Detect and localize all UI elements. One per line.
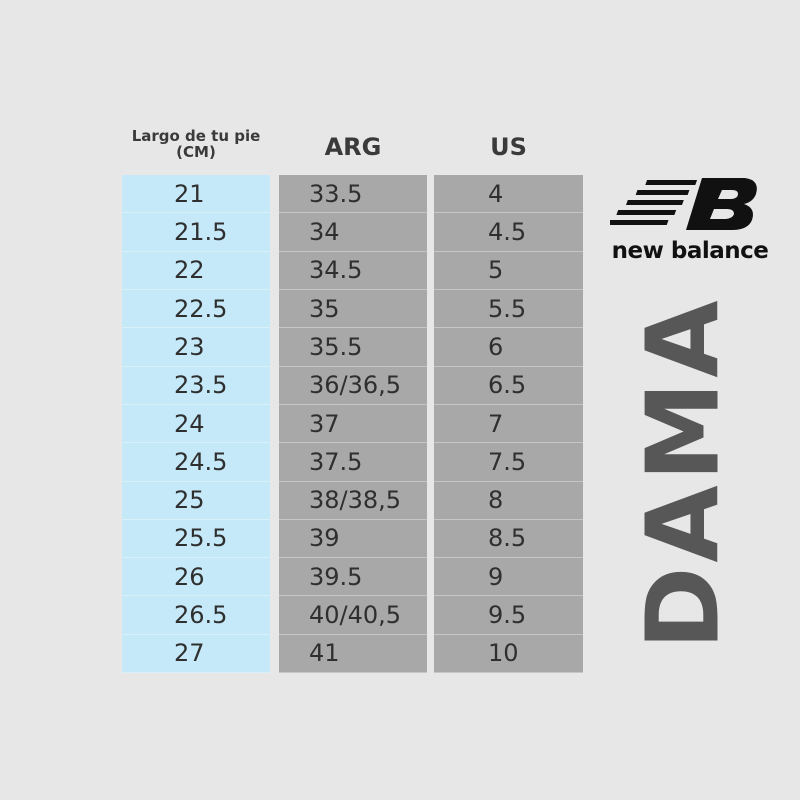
nb-logo-icon — [610, 178, 757, 230]
size-cell-arg: 33.5 — [279, 175, 427, 214]
size-cell-arg: 37.5 — [279, 443, 427, 482]
header-cm: Largo de tu pie (CM) — [131, 127, 261, 161]
size-cell-arg: 37 — [279, 405, 427, 444]
size-cell-cm: 21.5 — [122, 213, 270, 252]
size-cell-cm: 22.5 — [122, 290, 270, 329]
size-cell-cm: 22 — [122, 252, 270, 290]
size-cell-us: 9.5 — [434, 596, 583, 635]
size-cell-arg: 40/40,5 — [279, 596, 427, 635]
size-cell-us: 10 — [434, 635, 583, 674]
size-cell-us: 4 — [434, 175, 583, 214]
size-cell-arg: 39.5 — [279, 558, 427, 597]
size-cell-arg: 41 — [279, 635, 427, 674]
size-cell-us: 4.5 — [434, 213, 583, 252]
size-cell-us: 5.5 — [434, 290, 583, 329]
size-cell-arg: 36/36,5 — [279, 367, 427, 405]
size-cell-us: 8.5 — [434, 520, 583, 559]
cm-column: 21 21.5 22 22.5 23 23.5 24 24.5 25 25.5 26 26.5 27 — [122, 175, 270, 674]
size-cell-cm: 23 — [122, 328, 270, 367]
size-cell-us: 5 — [434, 252, 583, 290]
us-column: 4 4.5 5 5.5 6 6.5 7 7.5 8 8.5 9 9.5 10 — [434, 175, 583, 674]
size-cell-arg: 35.5 — [279, 328, 427, 367]
size-cell-arg: 35 — [279, 290, 427, 329]
size-cell-cm: 27 — [122, 635, 270, 674]
size-cell-cm: 21 — [122, 175, 270, 214]
size-cell-us: 6 — [434, 328, 583, 367]
size-cell-us: 8 — [434, 482, 583, 520]
header-us: US — [490, 133, 527, 161]
size-cell-arg: 34.5 — [279, 252, 427, 290]
size-cell-cm: 23.5 — [122, 367, 270, 405]
size-cell-cm: 24.5 — [122, 443, 270, 482]
size-cell-cm: 24 — [122, 405, 270, 444]
arg-column: 33.5 34 34.5 35 35.5 36/36,5 37 37.5 38/38,5 39 39… — [279, 175, 427, 674]
size-cell-cm: 26 — [122, 558, 270, 597]
size-cell-us: 7.5 — [434, 443, 583, 482]
size-cell-cm: 25.5 — [122, 520, 270, 559]
size-cell-arg: 34 — [279, 213, 427, 252]
brand-name: new balance — [611, 238, 769, 264]
size-cell-cm: 26.5 — [122, 596, 270, 635]
size-cell-us: 9 — [434, 558, 583, 597]
header-arg: ARG — [324, 133, 382, 161]
size-cell-us: 7 — [434, 405, 583, 444]
size-cell-cm: 25 — [122, 482, 270, 520]
size-cell-arg: 39 — [279, 520, 427, 559]
category-label: DAMA — [624, 296, 742, 650]
size-cell-us: 6.5 — [434, 367, 583, 405]
size-cell-arg: 38/38,5 — [279, 482, 427, 520]
